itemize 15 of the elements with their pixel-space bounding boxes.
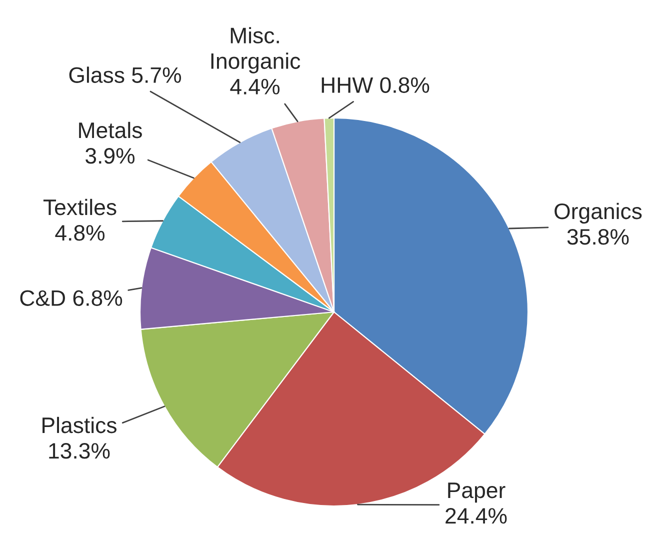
data-label: 4.4% — [230, 78, 280, 94]
data-label: 35.8% — [567, 229, 629, 245]
data-label: 3.9% — [86, 148, 135, 164]
slice-label: Plastics — [42, 416, 116, 434]
slice-label: HHW 0.8% — [322, 77, 430, 93]
data-label: 24.4% — [446, 508, 507, 524]
slice-label: Paper — [448, 482, 506, 503]
slice-label: Textiles — [43, 198, 116, 216]
data-label: 4.8% — [55, 225, 105, 241]
slice-label: C&D 6.8% — [20, 290, 122, 306]
slice-label: Glass 5.7% — [69, 66, 182, 83]
slice-label: Metals — [79, 122, 142, 138]
data-label: 13.3% — [49, 443, 110, 459]
slice-label: Organics — [554, 202, 642, 224]
slice-label: Misc. Inorganic — [211, 27, 300, 74]
